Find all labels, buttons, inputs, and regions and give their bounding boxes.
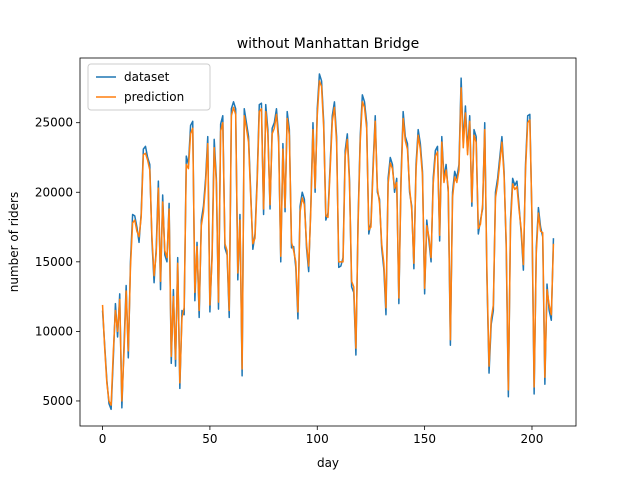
x-tick-label: 0 [99,432,107,446]
y-axis-label: number of riders [7,192,21,292]
data-line [101,80,555,406]
x-tick-label: 100 [306,432,329,446]
x-tick-label: 150 [413,432,436,446]
y-tick-label: 25000 [35,116,73,130]
y-tick-label: 20000 [35,185,73,199]
plot-area [80,58,576,426]
legend-label: prediction [124,90,184,104]
y-tick-label: 5000 [42,394,73,408]
x-tick-label: 200 [521,432,544,446]
y-tick-label: 10000 [35,324,73,338]
plot-frame [79,57,577,427]
chart-title: without Manhattan Bridge [237,36,420,52]
y-tick-label: 15000 [35,255,73,269]
legend-box [87,63,211,111]
x-axis-label: day [317,456,339,470]
legend-label: dataset [124,70,170,84]
x-tick-label: 50 [202,432,217,446]
